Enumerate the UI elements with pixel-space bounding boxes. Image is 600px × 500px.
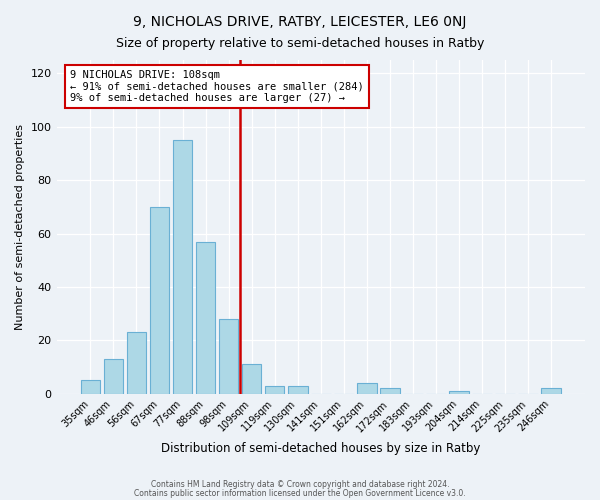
Text: 9 NICHOLAS DRIVE: 108sqm
← 91% of semi-detached houses are smaller (284)
9% of s: 9 NICHOLAS DRIVE: 108sqm ← 91% of semi-d… xyxy=(70,70,364,103)
Bar xyxy=(196,242,215,394)
Bar xyxy=(380,388,400,394)
Bar xyxy=(80,380,100,394)
Bar xyxy=(265,386,284,394)
Bar xyxy=(149,207,169,394)
X-axis label: Distribution of semi-detached houses by size in Ratby: Distribution of semi-detached houses by … xyxy=(161,442,481,455)
Bar xyxy=(127,332,146,394)
Bar xyxy=(541,388,561,394)
Text: Size of property relative to semi-detached houses in Ratby: Size of property relative to semi-detach… xyxy=(116,38,484,51)
Text: 9, NICHOLAS DRIVE, RATBY, LEICESTER, LE6 0NJ: 9, NICHOLAS DRIVE, RATBY, LEICESTER, LE6… xyxy=(133,15,467,29)
Bar xyxy=(219,319,238,394)
Bar xyxy=(357,383,377,394)
Bar xyxy=(288,386,308,394)
Bar xyxy=(449,391,469,394)
Bar xyxy=(173,140,193,394)
Text: Contains public sector information licensed under the Open Government Licence v3: Contains public sector information licen… xyxy=(134,488,466,498)
Bar xyxy=(242,364,262,394)
Text: Contains HM Land Registry data © Crown copyright and database right 2024.: Contains HM Land Registry data © Crown c… xyxy=(151,480,449,489)
Bar xyxy=(104,359,123,394)
Y-axis label: Number of semi-detached properties: Number of semi-detached properties xyxy=(15,124,25,330)
